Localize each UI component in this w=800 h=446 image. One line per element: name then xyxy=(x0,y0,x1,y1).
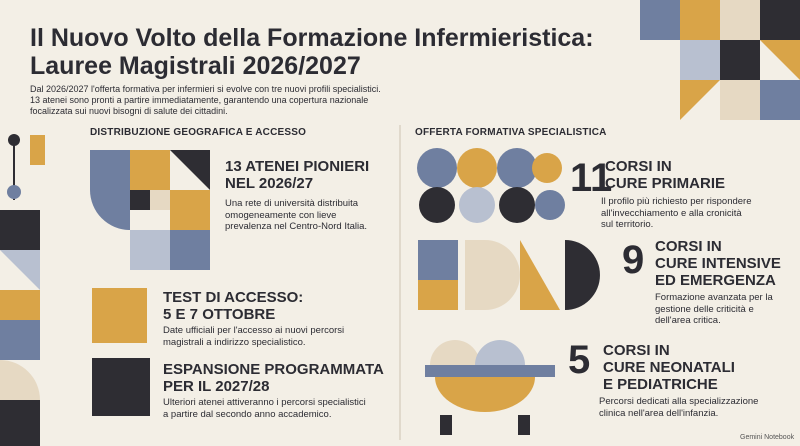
item-title: ED EMERGENZA xyxy=(655,272,776,289)
item-number: 5 xyxy=(568,338,591,382)
item-number: 11 xyxy=(570,156,613,200)
item-1-icon xyxy=(90,150,210,270)
item-title: ESPANSIONE PROGRAMMATA xyxy=(163,361,384,378)
item-description: Percorsi dedicati alla specializzazione xyxy=(599,396,759,407)
item-description: prevalenza nel Centro-Nord Italia. xyxy=(225,221,368,232)
item-title: 5 E 7 OTTOBRE xyxy=(163,306,276,323)
item-description: gestione delle criticità e xyxy=(655,303,754,315)
top-right-pattern xyxy=(640,0,800,120)
item-description: Il profilo più richiesto per rispondere xyxy=(601,196,752,207)
item-number: 9 xyxy=(622,238,645,282)
item-title: PER IL 2027/28 xyxy=(163,378,270,395)
subtitle: focalizzata sui nuovi bisogni di salute … xyxy=(30,106,228,116)
item-2-icon xyxy=(92,288,147,343)
item-title: CORSI IN xyxy=(605,158,672,175)
item-3-icon xyxy=(92,358,150,416)
item-description: omogeneamente con lieve xyxy=(225,209,337,221)
title: Lauree Magistrali 2026/2027 xyxy=(30,52,361,80)
item-description: all'invecchiamento e alla cronicità xyxy=(601,207,742,219)
section-heading: DISTRIBUZIONE GEOGRAFICA E ACCESSO xyxy=(90,127,307,138)
left-pattern xyxy=(0,134,45,446)
title: Il Nuovo Volto della Formazione Infermie… xyxy=(30,24,594,52)
item-title: CURE INTENSIVE xyxy=(655,255,781,272)
item-title: CURE PRIMARIE xyxy=(605,175,726,192)
item-description: a partire dal secondo anno accademico. xyxy=(163,408,332,420)
item-description: Formazione avanzata per la xyxy=(655,292,773,303)
item-description: Ulteriori atenei attiveranno i percorsi … xyxy=(163,397,366,408)
item-description: dell'area critica. xyxy=(655,315,721,326)
subtitle: Dal 2026/2027 l'offerta formativa per in… xyxy=(30,84,381,94)
item-title: CORSI IN xyxy=(655,238,722,255)
item-title: 13 ATENEI PIONIERI xyxy=(225,158,370,175)
item-description: clinica nell'area dell'infanzia. xyxy=(599,407,719,419)
item-title: NEL 2026/27 xyxy=(225,175,314,192)
item-title: E PEDIATRICHE xyxy=(603,376,718,393)
item-title: CURE NEONATALI xyxy=(603,359,735,376)
footer: Gemini Notebook xyxy=(740,434,795,441)
item-description: sul territorio. xyxy=(601,219,654,230)
right-item-2-icon xyxy=(418,240,600,310)
item-description: Date ufficiali per l'accesso ai nuovi pe… xyxy=(163,325,345,336)
subtitle: 13 atenei sono pronti a partire immediat… xyxy=(30,95,369,105)
item-description: magistrali a indirizzo specialistico. xyxy=(163,336,306,348)
right-item-1-icon xyxy=(417,148,565,223)
item-description: Una rete di università distribuita xyxy=(225,198,359,209)
item-title: TEST DI ACCESSO: xyxy=(163,289,304,306)
section-heading: OFFERTA FORMATIVA SPECIALISTICA xyxy=(415,127,607,138)
item-title: CORSI IN xyxy=(603,342,670,359)
right-item-3-icon xyxy=(425,340,555,435)
